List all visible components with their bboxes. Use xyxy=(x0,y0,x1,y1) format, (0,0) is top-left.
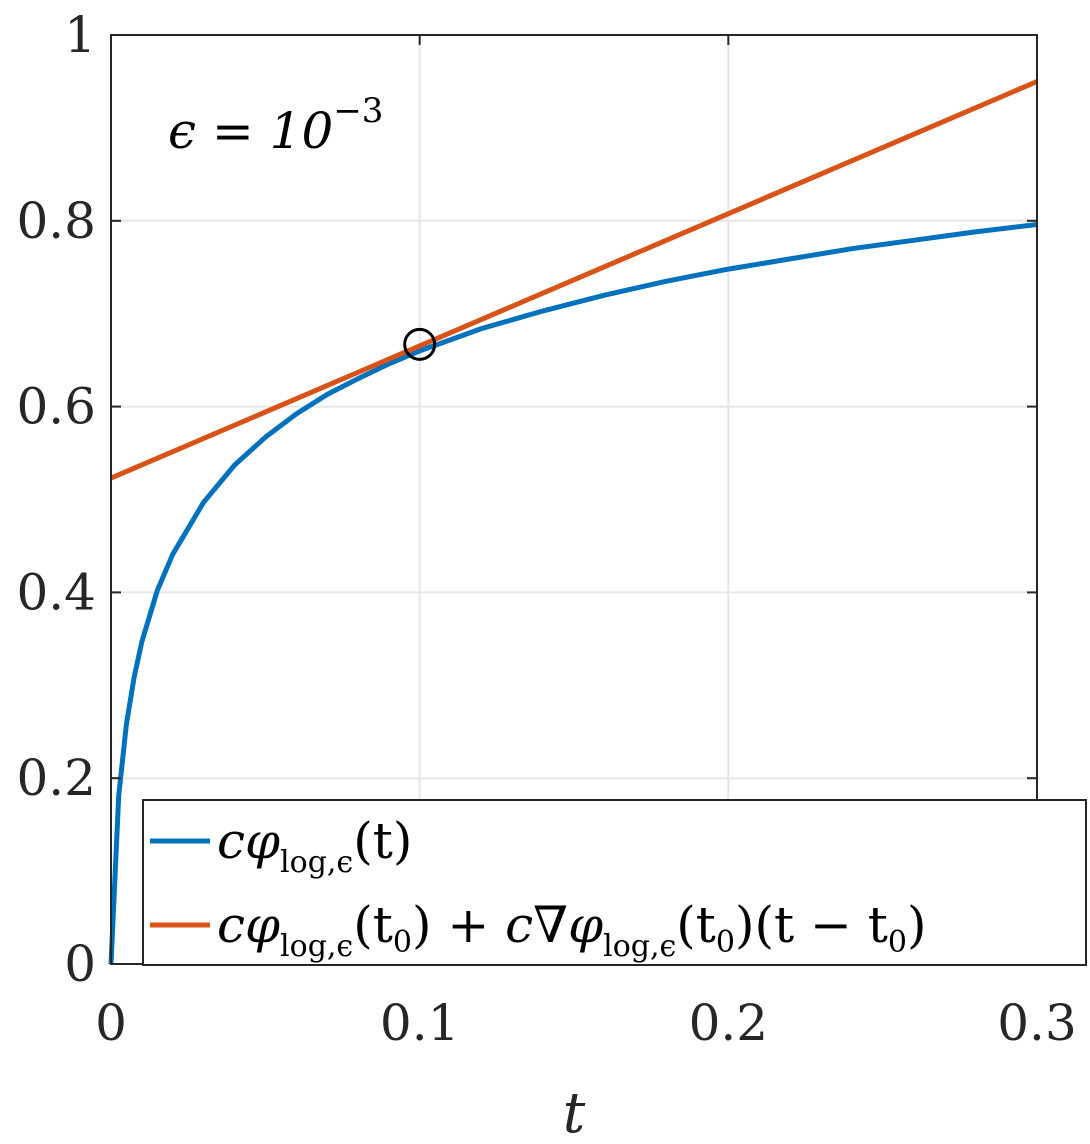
x-tick-label: 0.3 xyxy=(997,994,1077,1052)
y-tick-label: 0.8 xyxy=(16,192,96,250)
legend: cφlog,ϵ(t) cφlog,ϵ(t0) + c∇φlog,ϵ(t0)(t … xyxy=(142,799,1087,966)
legend-entry-2: cφlog,ϵ(t0) + c∇φlog,ϵ(t0)(t − t0) xyxy=(217,896,927,964)
annotation-exponent: −3 xyxy=(333,91,383,131)
series-layer xyxy=(108,79,1038,965)
x-tick-label: 0.1 xyxy=(380,994,460,1052)
y-tick-label: 0 xyxy=(64,935,96,993)
x-tick-label: 0.2 xyxy=(689,994,769,1052)
y-tick-label: 1 xyxy=(64,6,96,64)
tangent-point-marker xyxy=(403,327,437,361)
series-line-2 xyxy=(110,79,1038,481)
x-tick-label: 0 xyxy=(95,994,127,1052)
legend-entry-1: cφlog,ϵ(t) xyxy=(217,812,412,880)
x-axis-label: t xyxy=(563,1081,586,1144)
legend-box xyxy=(142,799,1087,966)
y-tick-label: 0.6 xyxy=(16,378,96,436)
series-line-1 xyxy=(108,222,1038,965)
epsilon-annotation: ϵ = 10−3 xyxy=(168,91,383,160)
y-tick-label: 0.4 xyxy=(16,563,96,621)
y-tick-label: 0.2 xyxy=(16,749,96,807)
tick-labels: 0 0.1 0.2 0.3 0 0.2 0.4 0.6 0.8 1 xyxy=(16,6,1076,1052)
annotation-text: ϵ = 10 xyxy=(168,102,333,160)
marker-layer xyxy=(403,327,437,361)
